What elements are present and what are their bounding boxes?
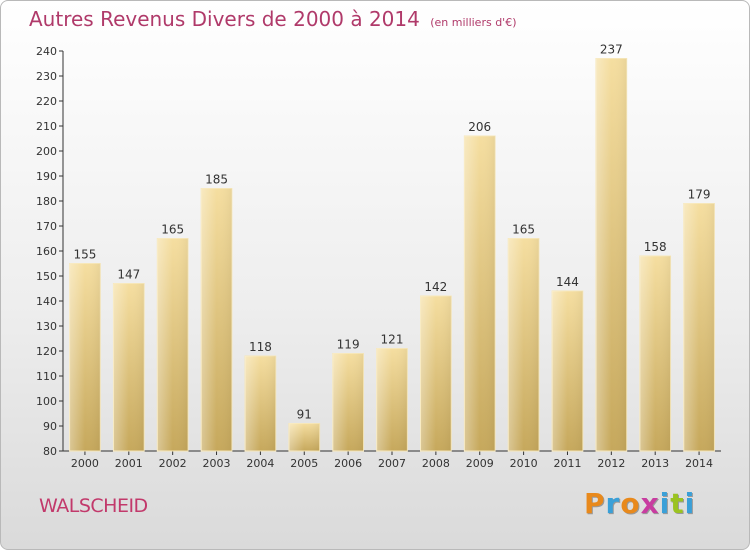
bar-2011 — [551, 290, 584, 452]
proxiti-logo: Proxiti — [584, 487, 695, 520]
x-tick-label: 2001 — [115, 457, 143, 470]
x-tick-label: 2005 — [290, 457, 318, 470]
bar-highlight — [420, 296, 452, 451]
y-tick-label: 80 — [43, 445, 57, 458]
logo-letter: P — [584, 487, 606, 520]
data-labels: 155 147 165 185 118 91 119 121 142 206 165 144 237 15… — [73, 43, 710, 422]
data-label: 142 — [424, 280, 447, 294]
data-label: 119 — [337, 338, 360, 352]
bar-2014 — [683, 203, 715, 452]
data-label: 179 — [688, 188, 711, 202]
y-tick-label: 140 — [36, 295, 57, 308]
bars — [69, 58, 715, 452]
y-tick-label: 100 — [36, 395, 57, 408]
logo-letter: t — [670, 487, 685, 520]
data-label: 147 — [117, 268, 140, 282]
bar-2006 — [332, 353, 364, 452]
data-label: 155 — [73, 248, 96, 262]
x-tick-label: 2014 — [685, 457, 713, 470]
y-tick-label: 240 — [36, 45, 57, 58]
data-label: 144 — [556, 275, 579, 289]
data-label: 165 — [161, 223, 184, 237]
chart-title-text: Autres Revenus Divers de 2000 à 2014 — [29, 7, 420, 31]
bar-2012 — [595, 58, 628, 452]
data-label: 165 — [512, 223, 535, 237]
x-axis: 2000 2001 2002 2003 2004 2005 2006 2007 2008 2009… — [63, 450, 721, 470]
bar-2001 — [112, 283, 145, 452]
y-tick-label: 160 — [36, 245, 57, 258]
bar-highlight — [69, 263, 101, 451]
bar-2007 — [376, 348, 408, 452]
x-tick-label: 2012 — [597, 457, 625, 470]
data-label: 91 — [297, 408, 312, 422]
y-tick-label: 120 — [36, 345, 57, 358]
y-tick-label: 200 — [36, 145, 57, 158]
data-label: 237 — [600, 43, 623, 57]
bar-2004 — [244, 355, 277, 452]
chart-subtitle: (en milliers d'€) — [430, 16, 517, 29]
y-tick-label: 230 — [36, 70, 57, 83]
y-tick-label: 220 — [36, 95, 57, 108]
bar-highlight — [508, 238, 539, 451]
location-label: WALSCHEID — [39, 495, 148, 517]
bar-highlight — [683, 203, 715, 451]
chart-title: Autres Revenus Divers de 2000 à 2014 (en… — [29, 7, 517, 31]
x-tick-label: 2008 — [422, 457, 450, 470]
bar-highlight — [639, 256, 671, 451]
bar-2010 — [507, 238, 540, 452]
bar-2008 — [420, 295, 452, 452]
logo-letter: i — [684, 487, 696, 520]
x-tick-label: 2000 — [71, 457, 99, 470]
y-tick-label: 170 — [36, 220, 57, 233]
x-tick-label: 2011 — [553, 457, 581, 470]
y-tick-label: 210 — [36, 120, 57, 133]
bar-2000 — [69, 263, 101, 452]
logo-letter: r — [605, 487, 621, 520]
logo-letter: i — [659, 487, 671, 520]
bar-highlight — [113, 283, 145, 451]
bar-highlight — [595, 58, 627, 451]
data-label: 121 — [381, 333, 404, 347]
data-label: 118 — [249, 340, 272, 354]
bar-highlight — [552, 291, 583, 451]
bar-2005 — [288, 423, 321, 452]
x-tick-label: 2004 — [246, 457, 274, 470]
y-tick-label: 180 — [36, 195, 57, 208]
y-tick-label: 130 — [36, 320, 57, 333]
bar-2009 — [463, 135, 496, 452]
y-tick-label: 190 — [36, 170, 57, 183]
x-tick-label: 2002 — [159, 457, 187, 470]
y-tick-label: 90 — [43, 420, 57, 433]
x-tick-label: 2003 — [203, 457, 231, 470]
logo-letter: o — [620, 487, 641, 520]
bar-highlight — [201, 188, 232, 451]
y-axis: 80 90 100 110 120 130 140 150 160 170 180 190 200 210… — [36, 45, 64, 458]
data-label: 158 — [644, 240, 667, 254]
logo-letter: x — [640, 487, 660, 520]
bar-2003 — [200, 188, 233, 452]
data-label: 185 — [205, 173, 228, 187]
x-tick-label: 2010 — [510, 457, 538, 470]
bar-highlight — [332, 353, 364, 451]
bar-2013 — [639, 255, 672, 452]
bar-2002 — [156, 238, 189, 452]
data-label: 206 — [468, 120, 491, 134]
bar-highlight — [376, 348, 408, 451]
x-tick-label: 2006 — [334, 457, 362, 470]
y-tick-label: 110 — [36, 370, 57, 383]
x-tick-label: 2013 — [641, 457, 669, 470]
y-tick-label: 150 — [36, 270, 57, 283]
x-tick-label: 2009 — [466, 457, 494, 470]
x-tick-label: 2007 — [378, 457, 406, 470]
bar-highlight — [288, 423, 320, 451]
bar-highlight — [245, 356, 276, 451]
bar-highlight — [157, 238, 189, 451]
bar-highlight — [464, 136, 496, 451]
